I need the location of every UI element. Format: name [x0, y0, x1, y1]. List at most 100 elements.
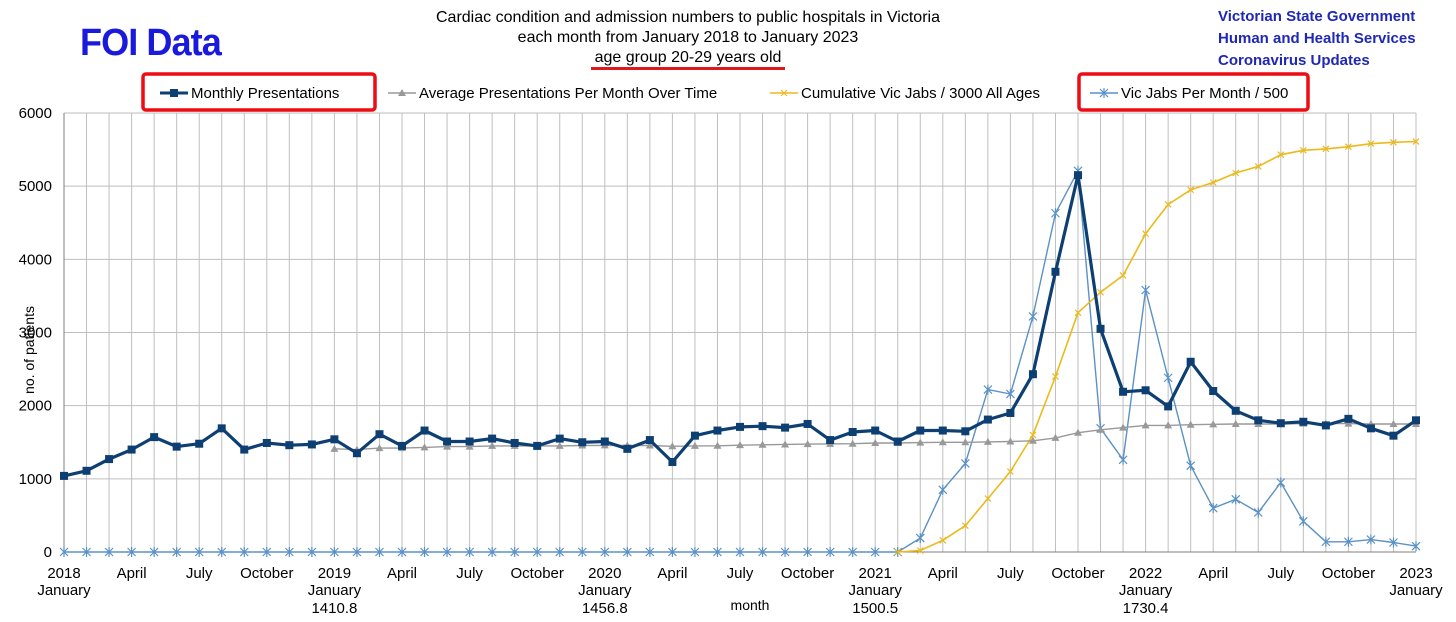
x-tick-label-sub: January	[1119, 582, 1173, 599]
data-point	[916, 547, 924, 554]
data-point	[262, 438, 271, 447]
data-point	[1096, 425, 1105, 433]
data-point	[352, 547, 362, 557]
data-point	[781, 440, 790, 448]
data-point	[848, 428, 857, 437]
series-cumulative-vic-jabs-3000-all-ages	[894, 138, 1420, 556]
data-point	[938, 438, 947, 446]
x-tick-label: April	[387, 565, 417, 582]
x-axis-label: month	[731, 597, 770, 613]
data-point	[532, 547, 542, 557]
data-point	[170, 89, 178, 97]
data-point	[105, 455, 114, 464]
x-tick-label-sub: January	[578, 582, 632, 599]
data-point	[577, 547, 587, 557]
chart-legend: Monthly Presentations Average Presentatio…	[141, 72, 1310, 112]
data-point	[1412, 416, 1420, 425]
source-line-3: Coronavirus Updates	[1218, 52, 1370, 69]
data-point	[825, 547, 835, 557]
data-point	[1141, 386, 1150, 395]
data-point	[1052, 372, 1059, 380]
x-tick-label: October	[511, 565, 564, 582]
data-point	[1389, 537, 1398, 548]
data-point	[1277, 151, 1285, 159]
data-point	[1299, 146, 1307, 154]
data-point	[1208, 503, 1218, 514]
data-point	[713, 547, 722, 557]
data-point	[488, 434, 497, 443]
data-point	[668, 442, 677, 450]
data-point	[1164, 201, 1172, 208]
data-point	[961, 438, 970, 446]
data-point	[1231, 494, 1241, 505]
data-point	[758, 422, 767, 431]
data-point	[1366, 534, 1376, 545]
data-point	[1276, 419, 1285, 428]
data-point	[690, 431, 699, 440]
x-tick-label: April	[117, 565, 147, 582]
data-point	[984, 495, 992, 503]
y-axis-label: no. of patients	[21, 306, 37, 394]
chart-title-line-1: Cardiac condition and admission numbers …	[436, 9, 940, 26]
data-point	[1389, 431, 1398, 440]
y-tick-label: 6000	[19, 105, 52, 122]
data-point	[961, 427, 970, 436]
x-tick-label: 2023	[1399, 565, 1432, 582]
series-vic-jabs-per-month-500	[59, 165, 1421, 557]
x-tick-label: October	[1322, 565, 1375, 582]
data-point	[127, 445, 136, 454]
data-point	[127, 547, 137, 557]
data-point	[465, 547, 475, 557]
data-point	[622, 547, 632, 557]
data-point	[1006, 468, 1014, 475]
data-point	[1028, 370, 1037, 379]
data-point	[194, 547, 204, 557]
data-point	[1343, 536, 1353, 547]
data-point	[1298, 516, 1308, 527]
data-point	[1051, 433, 1060, 441]
data-point	[330, 444, 339, 452]
y-tick-label: 3000	[19, 325, 52, 342]
x-tick-label: 2018	[47, 565, 80, 582]
data-point	[1366, 424, 1375, 433]
data-point	[465, 442, 474, 450]
data-point	[848, 547, 858, 557]
data-point	[1119, 423, 1128, 431]
data-point	[1163, 372, 1173, 383]
data-point	[375, 547, 384, 557]
x-tick-label: October	[240, 565, 293, 582]
legend-item: Average Presentations Per Month Over Tim…	[388, 85, 717, 102]
data-point	[1119, 272, 1127, 279]
data-point	[60, 471, 68, 480]
x-tick-label: April	[928, 565, 958, 582]
data-point	[983, 415, 992, 424]
chart-title-line-2: each month from January 2018 to January …	[517, 29, 859, 46]
data-point	[172, 442, 181, 451]
data-point	[1322, 145, 1330, 153]
data-point	[713, 441, 722, 449]
data-point	[1390, 138, 1397, 146]
data-point	[1051, 267, 1060, 276]
data-point	[284, 547, 294, 557]
x-tick-label: July	[186, 565, 213, 582]
data-point	[961, 522, 969, 530]
data-point	[826, 436, 835, 445]
data-point	[217, 424, 226, 433]
data-point	[82, 466, 91, 475]
data-point	[420, 426, 429, 435]
source-line-2: Human and Health Services	[1218, 30, 1416, 47]
data-point	[1074, 428, 1082, 436]
data-point	[1276, 477, 1286, 488]
data-point	[915, 533, 925, 544]
data-point	[1141, 285, 1151, 296]
x-tick-label-sub: January	[308, 582, 362, 599]
data-point	[555, 547, 565, 557]
chart-grid	[63, 112, 1417, 553]
data-point	[1344, 414, 1353, 423]
data-point	[329, 547, 339, 557]
data-point	[1209, 387, 1218, 396]
data-point	[1118, 454, 1128, 465]
x-tick-label: October	[1051, 565, 1104, 582]
data-point	[1389, 419, 1398, 427]
data-point	[1411, 541, 1421, 552]
